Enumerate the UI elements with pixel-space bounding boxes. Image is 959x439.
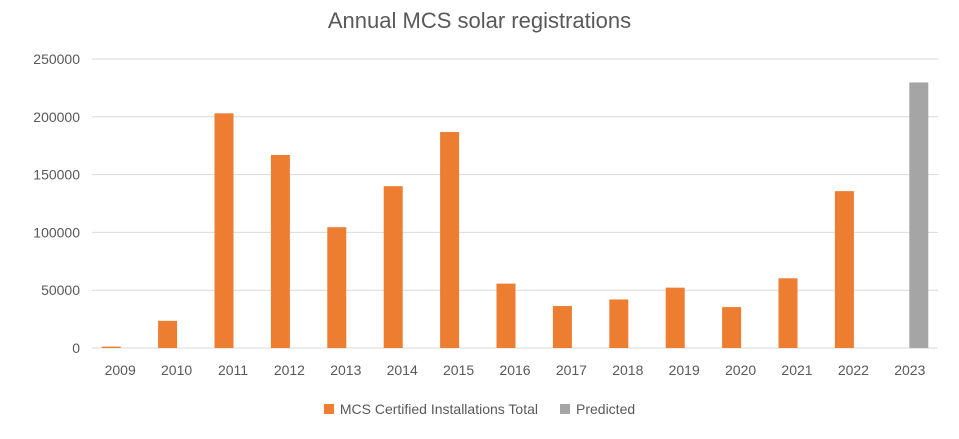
x-tick-label: 2020 xyxy=(725,362,756,378)
x-tick-label: 2023 xyxy=(894,362,925,378)
x-tick-label: 2009 xyxy=(105,362,136,378)
x-tick-label: 2015 xyxy=(443,362,474,378)
bar-2009-installations xyxy=(101,346,121,348)
x-tick-label: 2018 xyxy=(612,362,643,378)
legend-item-installations: MCS Certified Installations Total xyxy=(323,401,538,417)
bar-2015-installations xyxy=(440,132,460,348)
x-tick-label: 2021 xyxy=(781,362,812,378)
legend-swatch-installations xyxy=(323,404,334,414)
y-tick-label: 0 xyxy=(72,340,80,356)
x-tick-label: 2014 xyxy=(387,362,418,378)
legend-label-predicted: Predicted xyxy=(576,401,636,417)
legend-item-predicted: Predicted xyxy=(560,401,635,417)
bar-2021-installations xyxy=(778,278,798,348)
y-tick-label: 100000 xyxy=(33,224,80,240)
bar-2013-installations xyxy=(327,227,347,348)
x-tick-label: 2013 xyxy=(330,362,361,378)
x-tick-label: 2012 xyxy=(274,362,305,378)
x-tick-label: 2016 xyxy=(499,362,530,378)
bar-2023-predicted xyxy=(909,82,929,348)
bar-2016-installations xyxy=(496,283,516,348)
x-tick-label: 2019 xyxy=(669,362,700,378)
x-tick-label: 2017 xyxy=(556,362,587,378)
bar-2012-installations xyxy=(270,154,290,348)
legend-swatch-predicted xyxy=(560,404,570,414)
bar-2011-installations xyxy=(214,113,234,348)
y-tick-label: 250000 xyxy=(33,51,80,67)
x-tick-label: 2011 xyxy=(218,362,248,378)
bar-2014-installations xyxy=(383,186,403,348)
x-tick-label: 2022 xyxy=(838,362,869,378)
bar-2017-installations xyxy=(552,306,572,348)
y-tick-label: 150000 xyxy=(33,167,80,183)
x-tick-label: 2010 xyxy=(161,362,192,378)
bar-2020-installations xyxy=(722,307,742,348)
bar-2018-installations xyxy=(609,299,629,348)
bar-2010-installations xyxy=(158,320,178,348)
bar-2019-installations xyxy=(665,287,685,348)
y-tick-label: 200000 xyxy=(33,109,80,125)
chart-title: Annual MCS solar registrations xyxy=(327,8,632,33)
y-tick-label: 50000 xyxy=(41,282,80,298)
legend-label-installations: MCS Certified Installations Total xyxy=(339,401,538,417)
legend: MCS Certified Installations Total Predic… xyxy=(0,401,959,417)
bar-2022-installations xyxy=(834,191,854,348)
